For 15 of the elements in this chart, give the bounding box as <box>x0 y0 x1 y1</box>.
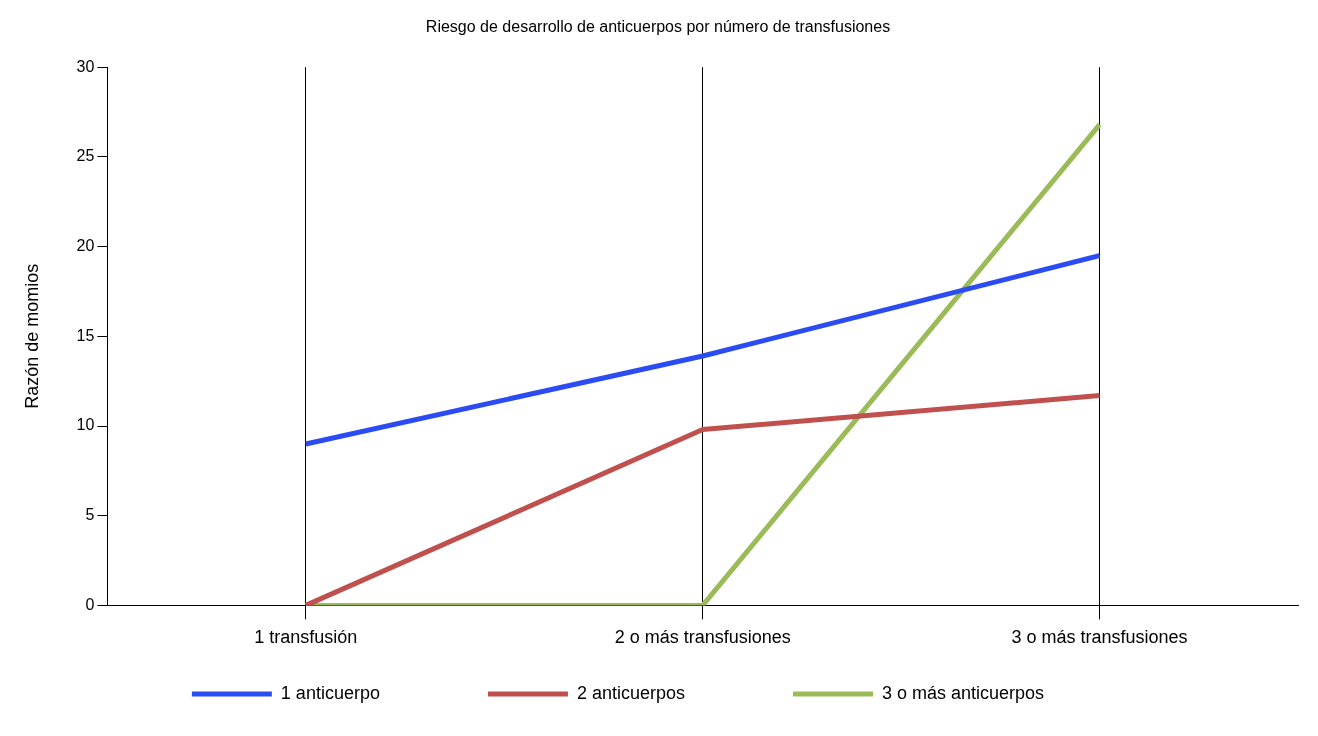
x-tick-label: 1 transfusión <box>254 627 358 648</box>
x-tick-label: 3 o más transfusiones <box>1011 627 1188 648</box>
y-tick-label: 0 <box>85 595 95 613</box>
y-tick-label: 20 <box>76 237 95 255</box>
legend-label: 1 anticuerpo <box>280 682 460 703</box>
legend-label: 2 anticuerpos <box>576 682 766 703</box>
y-tick-label: 5 <box>85 506 95 524</box>
y-tick-label: 25 <box>76 147 95 165</box>
y-tick-label: 10 <box>76 416 95 434</box>
y-axis-title: Razón de momios <box>21 263 42 409</box>
x-tick-label: 2 o más transfusiones <box>614 627 791 648</box>
chart-title: Riesgo de desarrollo de anticuerpos por número de transfusiones <box>425 18 891 36</box>
legend-label: 3 o más anticuerpos <box>882 682 1125 703</box>
y-tick-label: 30 <box>76 57 95 75</box>
y-tick-label: 15 <box>76 326 95 344</box>
